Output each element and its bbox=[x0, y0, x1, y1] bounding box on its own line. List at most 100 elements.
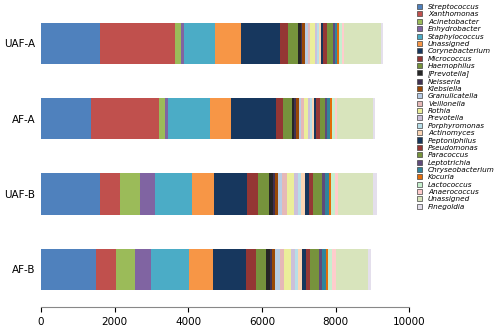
Bar bbox=[272, 173, 275, 215]
Bar bbox=[318, 23, 320, 64]
Bar bbox=[312, 98, 314, 139]
Bar bbox=[246, 249, 256, 290]
Bar bbox=[338, 173, 374, 215]
Bar bbox=[304, 98, 308, 139]
Bar bbox=[332, 249, 336, 290]
Bar bbox=[295, 249, 298, 290]
Bar bbox=[330, 98, 332, 139]
Bar bbox=[298, 23, 300, 64]
Bar bbox=[100, 173, 120, 215]
Bar bbox=[317, 23, 318, 64]
Bar bbox=[323, 23, 326, 64]
Bar bbox=[291, 249, 295, 290]
Bar bbox=[276, 98, 282, 139]
Bar bbox=[306, 249, 310, 290]
Bar bbox=[337, 23, 339, 64]
Bar bbox=[335, 173, 338, 215]
Bar bbox=[96, 249, 116, 290]
Bar bbox=[284, 249, 291, 290]
Bar bbox=[188, 249, 213, 290]
Bar bbox=[168, 98, 210, 139]
Bar bbox=[158, 98, 166, 139]
Bar bbox=[310, 249, 319, 290]
Bar bbox=[302, 23, 306, 64]
Bar bbox=[232, 98, 276, 139]
Bar bbox=[334, 98, 336, 139]
Bar bbox=[333, 23, 335, 64]
Bar bbox=[176, 23, 181, 64]
Bar bbox=[256, 249, 266, 290]
Bar bbox=[258, 173, 269, 215]
Bar bbox=[302, 98, 304, 139]
Bar bbox=[316, 98, 320, 139]
Bar bbox=[280, 249, 284, 290]
Bar bbox=[151, 249, 188, 290]
Bar bbox=[192, 173, 214, 215]
Bar bbox=[298, 98, 302, 139]
Bar bbox=[296, 98, 298, 139]
Bar bbox=[326, 98, 328, 139]
Bar bbox=[328, 98, 330, 139]
Bar bbox=[41, 173, 100, 215]
Bar bbox=[308, 173, 314, 215]
Bar bbox=[140, 173, 154, 215]
Bar bbox=[322, 173, 325, 215]
Bar bbox=[278, 173, 282, 215]
Bar bbox=[314, 173, 322, 215]
Bar bbox=[314, 98, 316, 139]
Bar bbox=[248, 173, 258, 215]
Bar bbox=[374, 98, 376, 139]
Bar bbox=[326, 249, 328, 290]
Bar bbox=[374, 173, 377, 215]
Bar bbox=[302, 173, 304, 215]
Bar bbox=[214, 173, 248, 215]
Bar bbox=[184, 23, 216, 64]
Bar bbox=[332, 98, 334, 139]
Bar bbox=[339, 23, 342, 64]
Bar bbox=[302, 249, 306, 290]
Bar bbox=[319, 249, 322, 290]
Bar bbox=[116, 249, 135, 290]
Legend: Streptococcus, Xanthomonas, Acinetobacter, Enhydrobacter, Staphylococcus, Unassi: Streptococcus, Xanthomonas, Acinetobacte… bbox=[416, 3, 496, 211]
Bar bbox=[300, 23, 302, 64]
Bar bbox=[294, 173, 298, 215]
Bar bbox=[310, 23, 315, 64]
Bar bbox=[335, 23, 337, 64]
Bar bbox=[292, 98, 294, 139]
Bar bbox=[272, 249, 276, 290]
Bar bbox=[282, 173, 288, 215]
Bar bbox=[294, 98, 296, 139]
Bar bbox=[310, 98, 312, 139]
Bar bbox=[308, 98, 310, 139]
Bar bbox=[210, 98, 232, 139]
Bar bbox=[336, 98, 374, 139]
Bar bbox=[213, 249, 246, 290]
Bar bbox=[326, 23, 333, 64]
Bar bbox=[41, 98, 90, 139]
Bar bbox=[328, 173, 331, 215]
Bar bbox=[342, 23, 344, 64]
Bar bbox=[41, 23, 100, 64]
Bar bbox=[288, 23, 298, 64]
Bar bbox=[135, 249, 151, 290]
Bar bbox=[328, 249, 332, 290]
Bar bbox=[266, 249, 270, 290]
Bar bbox=[41, 249, 96, 290]
Bar bbox=[241, 23, 280, 64]
Bar bbox=[181, 23, 184, 64]
Bar bbox=[282, 98, 292, 139]
Bar bbox=[322, 249, 326, 290]
Bar bbox=[216, 23, 241, 64]
Bar bbox=[269, 173, 272, 215]
Bar bbox=[298, 173, 302, 215]
Bar bbox=[368, 249, 372, 290]
Bar bbox=[304, 173, 308, 215]
Bar bbox=[275, 173, 278, 215]
Bar bbox=[100, 23, 176, 64]
Bar bbox=[315, 23, 317, 64]
Bar bbox=[325, 173, 328, 215]
Bar bbox=[320, 23, 323, 64]
Bar bbox=[308, 23, 310, 64]
Bar bbox=[306, 23, 308, 64]
Bar bbox=[381, 23, 383, 64]
